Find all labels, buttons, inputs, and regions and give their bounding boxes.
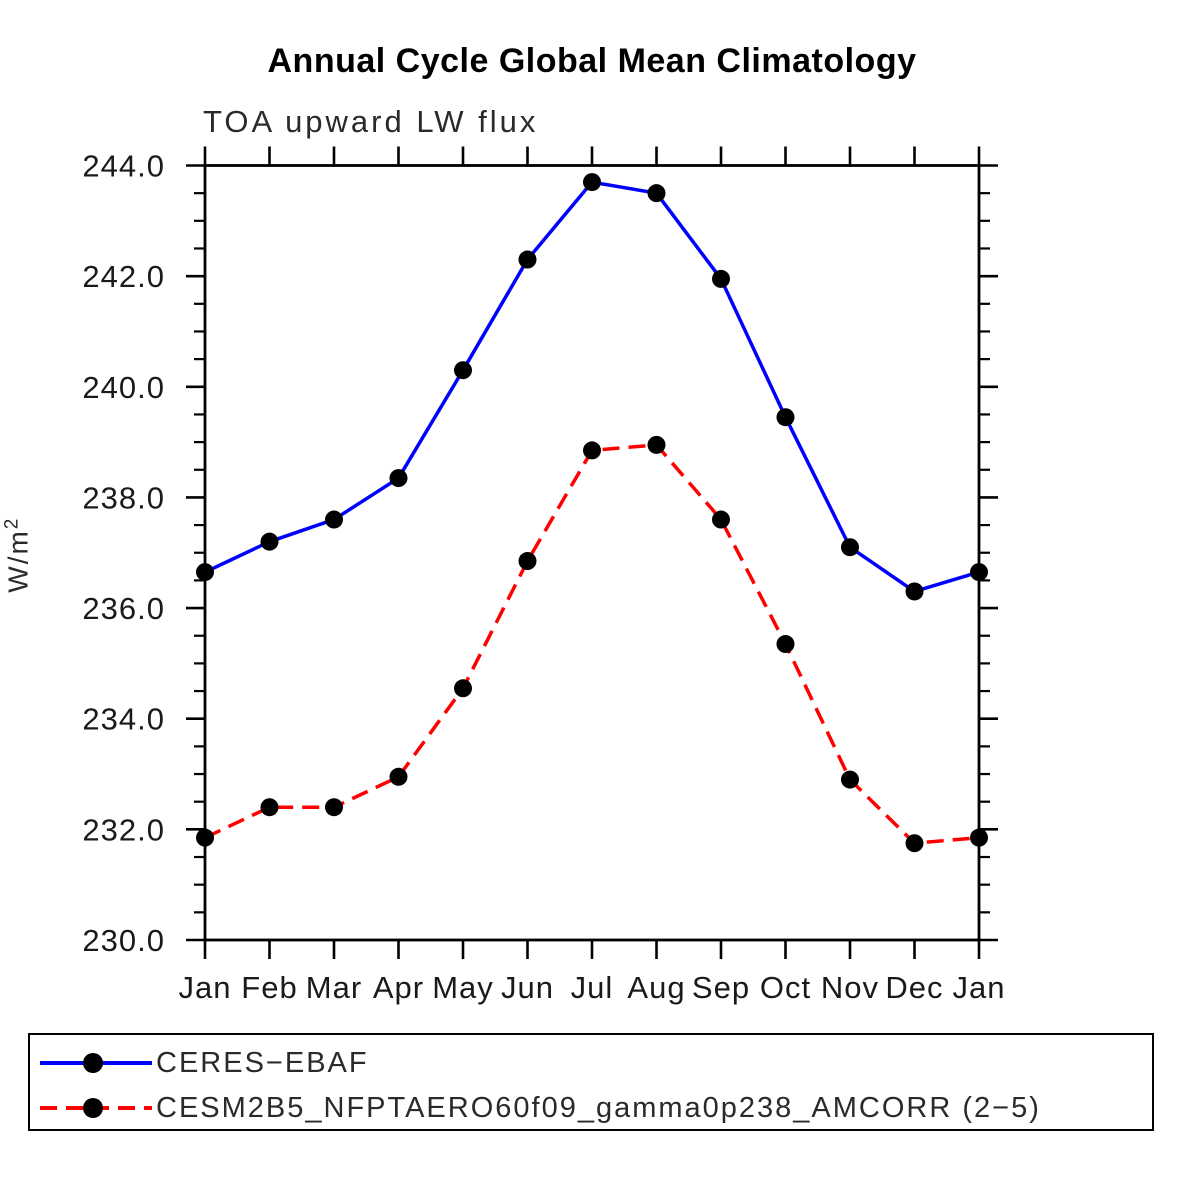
data-point-marker	[905, 582, 924, 601]
data-point-marker	[776, 408, 795, 427]
y-axis-tick-label: 238.0	[82, 480, 165, 515]
x-axis-tick-label: May	[432, 970, 494, 1005]
data-point-marker	[260, 532, 279, 551]
data-point-marker	[196, 563, 214, 582]
x-axis-tick-label: Jan	[179, 970, 232, 1005]
x-axis-tick-label: Aug	[627, 970, 685, 1005]
y-axis-tick-label: 234.0	[82, 702, 165, 737]
y-axis-tick-label: 240.0	[82, 370, 165, 405]
series-line-cesm2b5	[204, 443, 980, 846]
data-point-marker	[583, 173, 601, 192]
data-point-marker	[454, 679, 472, 698]
data-point-marker	[389, 767, 408, 786]
x-axis-tick-label: Jan	[953, 970, 1006, 1005]
data-point-marker	[389, 469, 408, 488]
legend-entry-cesm2b5: CESM2B5_NFPTAERO60f09_gamma0p238_AMCORR …	[36, 1091, 1041, 1124]
legend-sample-solid	[40, 1053, 152, 1073]
data-point-marker	[776, 635, 795, 654]
chart-title: Annual Cycle Global Mean Climatology	[267, 42, 917, 80]
data-point-marker	[841, 770, 859, 789]
y-axis-tick-label: 244.0	[82, 149, 165, 184]
data-point-marker	[647, 184, 666, 203]
legend-entry-ceres-ebaf: CERES−EBAF	[36, 1046, 369, 1079]
chart-subtitle: TOA upward LW flux	[203, 104, 539, 139]
data-point-marker	[712, 269, 730, 288]
legend-sample-dashed	[40, 1098, 152, 1118]
circle-marker-icon	[83, 1053, 103, 1073]
data-point-marker	[325, 798, 343, 817]
x-axis-tick-label: Oct	[760, 970, 811, 1005]
x-axis-tick-label: Mar	[306, 970, 362, 1005]
y-axis-tick-label: 236.0	[82, 591, 165, 626]
legend-label-cesm2b5: CESM2B5_NFPTAERO60f09_gamma0p238_AMCORR …	[156, 1091, 1041, 1124]
x-axis-tick-label: Nov	[821, 970, 879, 1005]
data-point-marker	[325, 510, 343, 529]
x-axis-tick-label: Apr	[373, 970, 424, 1005]
legend-label-ceres-ebaf: CERES−EBAF	[156, 1046, 369, 1079]
circle-marker-icon	[83, 1098, 103, 1118]
data-point-marker	[970, 563, 988, 582]
data-point-marker	[196, 828, 214, 847]
data-point-marker	[712, 510, 730, 529]
x-axis-tick-label: Feb	[241, 970, 297, 1005]
data-point-marker	[454, 361, 472, 380]
x-axis-tick-label: Jun	[501, 970, 554, 1005]
data-point-marker	[518, 552, 537, 571]
legend-box: CERES−EBAF CESM2B5_NFPTAERO60f09_gamma0p…	[28, 1033, 1154, 1131]
y-axis-tick-label: 232.0	[82, 812, 165, 847]
x-axis-tick-label: Dec	[885, 970, 943, 1005]
y-axis-tick-label: 230.0	[82, 923, 165, 958]
data-point-marker	[970, 828, 988, 847]
data-point-marker	[260, 798, 279, 817]
data-point-marker	[647, 435, 666, 454]
x-axis-tick-label: Sep	[692, 970, 750, 1005]
x-axis-tick-label: Jul	[571, 970, 614, 1005]
data-point-marker	[841, 538, 859, 557]
data-point-marker	[518, 250, 537, 269]
series-line-ceres-ebaf	[204, 180, 980, 594]
y-axis-tick-label: 242.0	[82, 259, 165, 294]
data-point-marker	[905, 834, 924, 853]
plot-box	[203, 164, 981, 942]
data-point-marker	[583, 441, 601, 460]
